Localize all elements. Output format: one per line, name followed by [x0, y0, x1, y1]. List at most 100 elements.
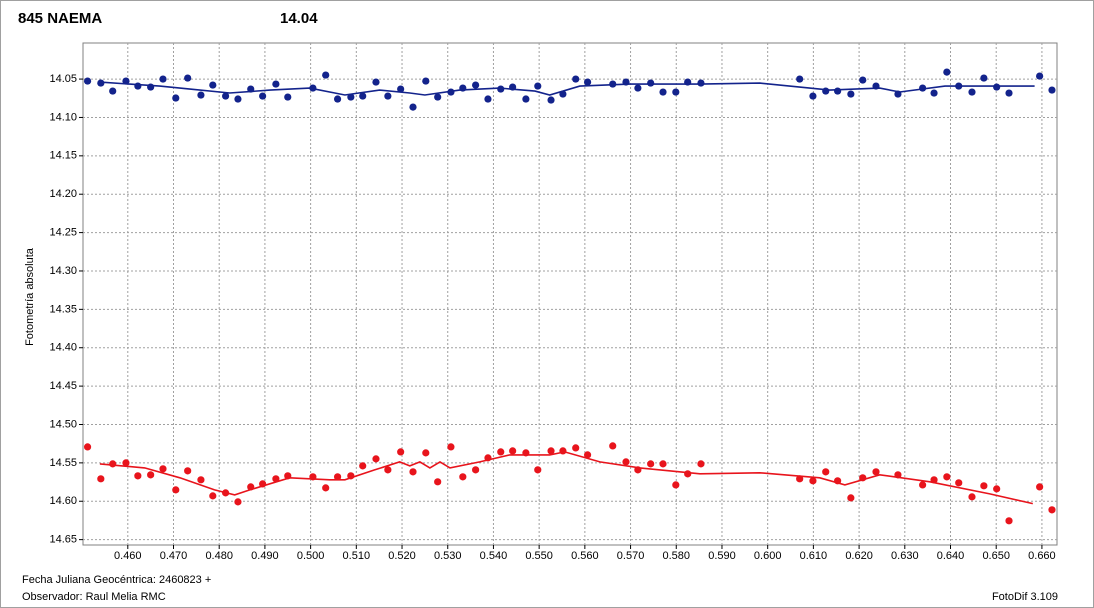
y-tick-label: 14.35 [49, 303, 77, 315]
data-point [547, 447, 555, 455]
data-point [422, 77, 430, 85]
data-point [209, 81, 217, 89]
data-point [1005, 89, 1013, 97]
data-point [397, 85, 405, 93]
data-point [259, 92, 267, 100]
data-point [955, 479, 963, 487]
y-tick-label: 14.50 [49, 418, 77, 430]
data-point [422, 449, 430, 457]
x-tick-label: 0.490 [251, 550, 279, 562]
data-point [384, 92, 392, 100]
data-point [222, 92, 230, 100]
data-point [847, 90, 855, 98]
data-point [434, 478, 442, 486]
data-point [943, 68, 951, 76]
data-point [1036, 72, 1044, 80]
data-point [659, 460, 667, 468]
x-tick-label: 0.500 [297, 550, 325, 562]
x-tick-label: 0.570 [617, 550, 645, 562]
data-point [197, 91, 205, 99]
y-tick-label: 14.20 [49, 188, 77, 200]
y-tick-label: 14.15 [49, 150, 77, 162]
y-tick-label: 14.25 [49, 226, 77, 238]
data-point [159, 465, 167, 473]
data-point [333, 95, 342, 103]
data-point [847, 494, 855, 502]
data-point [234, 498, 242, 506]
data-point [184, 74, 192, 82]
data-point [572, 75, 580, 83]
data-point [484, 95, 492, 103]
data-point [109, 460, 117, 468]
x-tick-label: 0.660 [1028, 550, 1056, 562]
data-point [97, 79, 105, 87]
data-point [372, 455, 380, 463]
data-point [534, 466, 542, 474]
x-tick-label: 0.530 [434, 550, 462, 562]
data-point [647, 79, 655, 87]
x-tick-label: 0.600 [754, 550, 782, 562]
data-point [322, 71, 330, 79]
x-tick-label: 0.650 [982, 550, 1010, 562]
x-tick-label: 0.580 [663, 550, 691, 562]
y-tick-label: 14.65 [49, 534, 77, 546]
data-point [447, 443, 455, 451]
data-point [434, 93, 442, 101]
x-tick-label: 0.610 [800, 550, 828, 562]
data-point [1036, 483, 1044, 491]
data-point [347, 93, 355, 101]
x-tick-label: 0.560 [571, 550, 599, 562]
data-point [609, 442, 617, 450]
y-tick-label: 14.10 [49, 111, 77, 123]
data-point [497, 85, 505, 93]
y-tick-label: 14.45 [49, 380, 77, 392]
data-point [333, 473, 342, 481]
data-point [659, 88, 667, 96]
data-point [583, 451, 592, 459]
data-point [409, 468, 417, 476]
data-point [409, 103, 417, 111]
data-point [993, 83, 1001, 91]
x-tick-label: 0.520 [388, 550, 416, 562]
software: FotoDif 3.109 [992, 591, 1058, 603]
y-tick-label: 14.55 [49, 457, 77, 469]
data-point [547, 96, 555, 104]
data-point [968, 88, 976, 96]
plot-area [82, 42, 1058, 546]
data-point [822, 87, 830, 95]
data-point [184, 467, 192, 475]
data-point [147, 471, 155, 479]
data-point [1048, 506, 1056, 514]
data-point [134, 82, 142, 90]
data-point [472, 466, 480, 474]
data-point [583, 78, 592, 86]
data-point [622, 458, 630, 466]
data-point [83, 443, 92, 451]
data-point [534, 82, 542, 90]
data-point [634, 84, 642, 92]
x-tick-label: 0.550 [525, 550, 553, 562]
data-point [197, 476, 205, 484]
data-point [384, 466, 392, 474]
data-point [980, 74, 988, 82]
x-tick-label: 0.590 [708, 550, 736, 562]
data-point [172, 94, 180, 102]
data-point [647, 460, 655, 468]
data-point [522, 95, 530, 103]
x-tick-label: 0.510 [343, 550, 371, 562]
x-tick-label: 0.640 [937, 550, 965, 562]
data-point [1048, 86, 1056, 94]
data-point [284, 93, 292, 101]
data-point [359, 462, 367, 470]
data-point [109, 87, 117, 95]
data-point [943, 473, 951, 481]
data-point [322, 484, 330, 492]
data-point [672, 88, 680, 96]
data-point [234, 95, 242, 103]
data-point [834, 87, 842, 95]
data-point [272, 80, 280, 88]
trend-line [99, 81, 1035, 96]
x-axis-label: Fecha Juliana Geocéntrica: 2460823 + [22, 574, 211, 586]
data-point [993, 485, 1001, 493]
